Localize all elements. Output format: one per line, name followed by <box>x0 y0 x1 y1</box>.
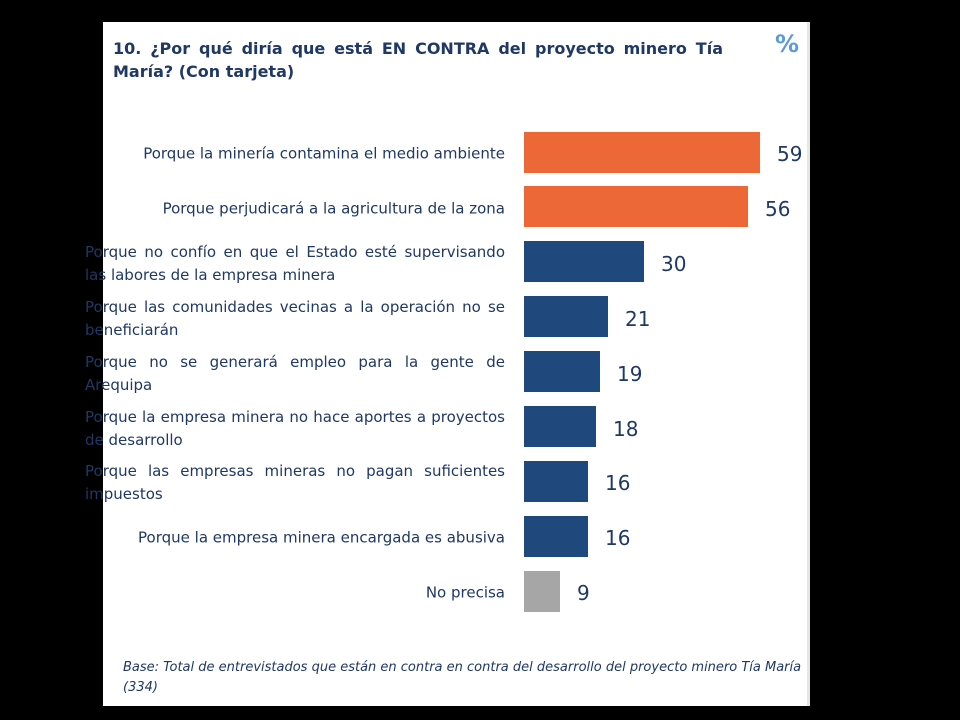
category-label: Porque no se generará empleo para la gen… <box>85 352 505 394</box>
bar <box>524 351 600 393</box>
category-label: Porque la empresa minera no hace aportes… <box>85 407 505 449</box>
chart-title: 10. ¿Por qué diría que está EN CONTRA de… <box>113 39 723 81</box>
bar-value-label: 16 <box>605 526 631 551</box>
percent-unit-label: % <box>775 30 800 58</box>
bar-value-label: 56 <box>765 196 791 221</box>
category-label: Porque no confío en que el Estado esté s… <box>85 242 505 284</box>
bar-value-label: 18 <box>613 416 639 441</box>
category-label: Porque las empresas mineras no pagan suf… <box>85 462 505 504</box>
category-label: Porque la minería contamina el medio amb… <box>143 144 505 163</box>
bar-value-label: 21 <box>625 306 651 331</box>
bar <box>524 186 748 228</box>
category-label: Porque perjudicará a la agricultura de l… <box>162 199 505 218</box>
bar <box>524 296 608 338</box>
bar <box>524 241 644 283</box>
bar-value-label: 59 <box>777 142 803 166</box>
bar <box>524 460 588 502</box>
bar-value-label: 9 <box>577 581 590 606</box>
category-label: Porque las comunidades vecinas a la oper… <box>85 297 505 339</box>
chart-slide: 10. ¿Por qué diría que está EN CONTRA de… <box>85 22 810 706</box>
bar-value-label: 16 <box>605 471 631 496</box>
category-label: Porque la empresa minera encargada es ab… <box>138 528 505 547</box>
category-label: No precisa <box>425 583 505 602</box>
base-footnote: Base: Total de entrevistados que están e… <box>123 660 802 695</box>
bar <box>524 406 596 447</box>
bar <box>524 570 560 612</box>
bar <box>524 515 588 557</box>
bar-value-label: 19 <box>617 361 643 386</box>
bar-value-label: 30 <box>661 251 687 276</box>
bar <box>524 131 760 173</box>
